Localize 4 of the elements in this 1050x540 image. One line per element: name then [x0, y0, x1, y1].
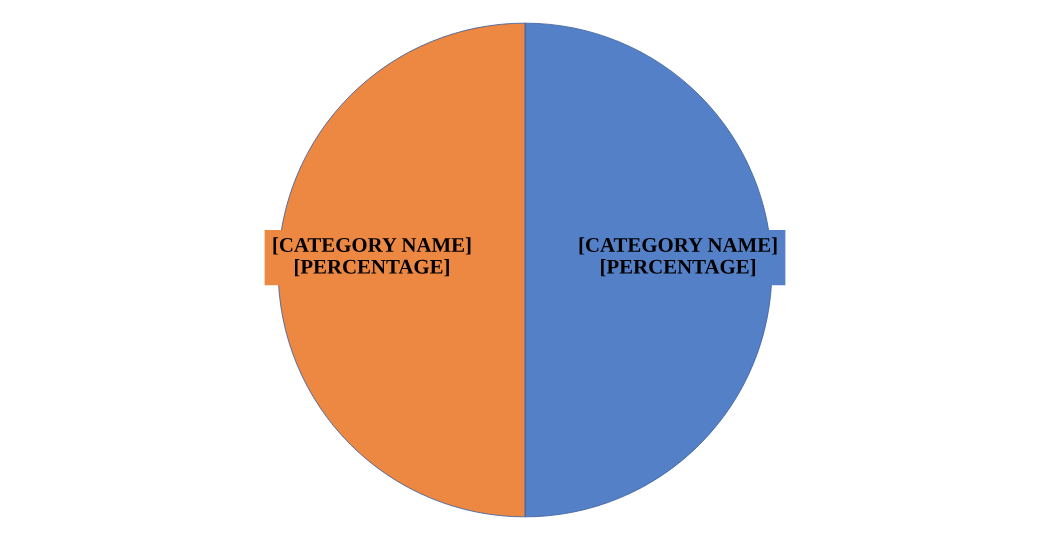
data-label: [PERCENTAGE]: [294, 259, 449, 277]
data-label: [PERCENTAGE]: [601, 259, 756, 277]
slice-label: [CATEGORY NAME]: [579, 237, 777, 255]
slice-label: [CATEGORY NAME]: [273, 237, 471, 255]
